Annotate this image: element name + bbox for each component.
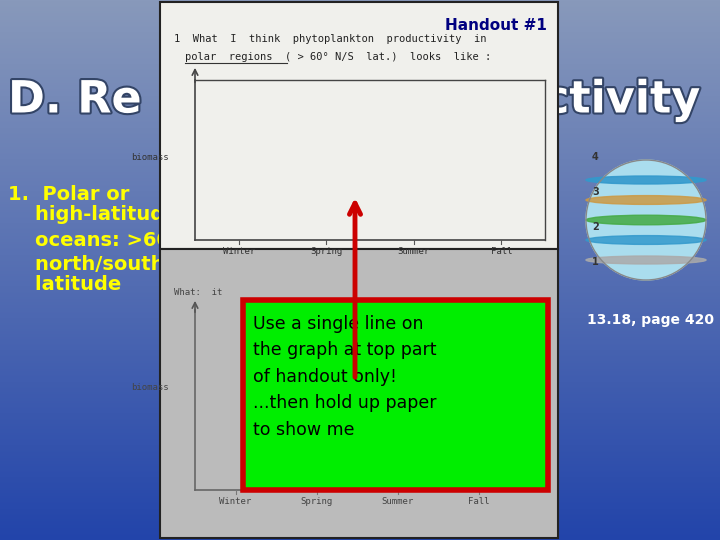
Text: oceans: >60º: oceans: >60º [8, 231, 181, 249]
Text: ctivity: ctivity [543, 78, 701, 122]
Ellipse shape [586, 215, 706, 225]
Text: latitude: latitude [8, 275, 121, 294]
Text: 4: 4 [592, 152, 599, 162]
Text: polar  regions  ( > 60° N/S  lat.)  looks  like :: polar regions ( > 60° N/S lat.) looks li… [185, 52, 491, 62]
Ellipse shape [586, 235, 706, 245]
Text: 1  What  I  think  phytoplankton  productivity  in: 1 What I think phytoplankton productivit… [174, 34, 487, 44]
Bar [243, 300, 548, 490]
Text: 2: 2 [592, 222, 599, 232]
Text: Winter: Winter [222, 247, 255, 256]
Bar [160, 2, 558, 248]
Text: 1.  Polar or: 1. Polar or [8, 186, 130, 205]
Text: Spring: Spring [300, 497, 333, 506]
Text: north/south: north/south [8, 255, 164, 274]
Ellipse shape [586, 195, 706, 205]
Text: Spring: Spring [310, 247, 343, 256]
Text: Summer: Summer [382, 497, 413, 506]
Text: 13.18, page 420: 13.18, page 420 [587, 313, 714, 327]
Text: biomass: biomass [131, 383, 168, 392]
Text: Fall: Fall [468, 497, 490, 506]
Text: biomass: biomass [131, 153, 168, 162]
Circle shape [586, 160, 706, 280]
Text: Use a single line on
the graph at top part
of handout only!
...then hold up pape: Use a single line on the graph at top pa… [253, 315, 436, 438]
Text: Summer: Summer [397, 247, 430, 256]
Ellipse shape [586, 256, 706, 264]
Ellipse shape [586, 176, 706, 184]
Text: Handout #1: Handout #1 [445, 18, 547, 33]
Text: Winter: Winter [220, 497, 251, 506]
Bar [160, 248, 558, 538]
Text: high-latitude: high-latitude [8, 206, 178, 225]
Text: Fall: Fall [490, 247, 512, 256]
Text: 1: 1 [592, 257, 599, 267]
Text: 3: 3 [592, 187, 599, 197]
Text: What:  it: What: it [174, 288, 222, 297]
Text: D. Re: D. Re [8, 78, 142, 122]
